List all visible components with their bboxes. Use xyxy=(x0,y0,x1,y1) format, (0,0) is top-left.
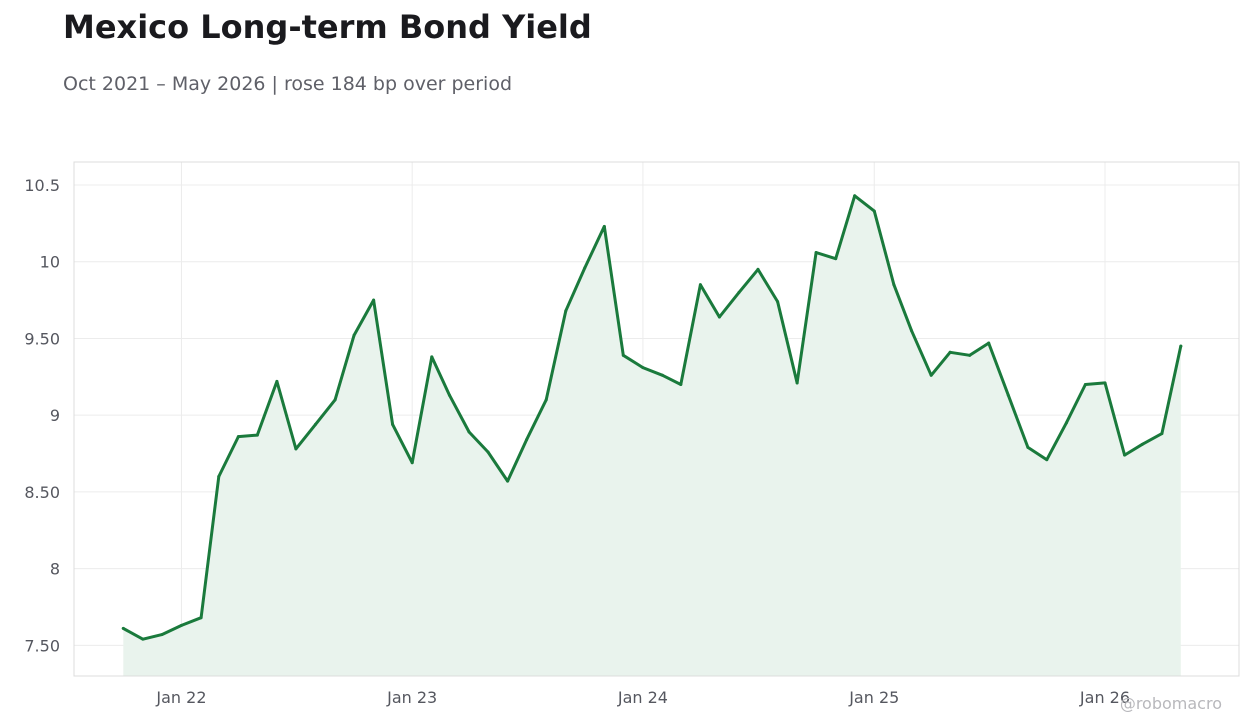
data-point xyxy=(621,353,625,357)
data-point xyxy=(776,300,780,304)
data-point xyxy=(564,309,568,313)
data-point xyxy=(179,623,183,627)
data-point xyxy=(544,398,548,402)
y-tick-label: 10.5 xyxy=(24,176,60,195)
data-point xyxy=(236,435,240,439)
x-tick-label: Jan 26 xyxy=(1079,688,1130,707)
data-point xyxy=(372,298,376,302)
data-point xyxy=(795,381,799,385)
data-point xyxy=(467,430,471,434)
data-point xyxy=(313,422,317,426)
data-point xyxy=(834,257,838,261)
data-point xyxy=(929,373,933,377)
data-point xyxy=(352,333,356,337)
data-point xyxy=(486,450,490,454)
series-line xyxy=(121,194,1183,641)
watermark: @robomacro xyxy=(1119,694,1222,713)
data-point xyxy=(1026,445,1030,449)
x-tick-label: Jan 24 xyxy=(617,688,668,707)
y-tick-label: 9.50 xyxy=(24,329,60,348)
data-point xyxy=(717,315,721,319)
data-point xyxy=(679,382,683,386)
data-point xyxy=(814,251,818,255)
chart-title: Mexico Long-term Bond Yield xyxy=(63,8,592,46)
data-point xyxy=(1179,344,1183,348)
data-point xyxy=(987,341,991,345)
data-point xyxy=(121,626,125,630)
data-point xyxy=(391,422,395,426)
data-point xyxy=(410,461,414,465)
data-point xyxy=(430,355,434,359)
plot-frame xyxy=(73,161,1240,677)
data-point xyxy=(199,616,203,620)
data-point xyxy=(737,290,741,294)
y-tick-label: 8 xyxy=(50,560,60,579)
data-point xyxy=(1083,382,1087,386)
data-point xyxy=(583,266,587,270)
data-point xyxy=(661,373,665,377)
x-tick-label: Jan 25 xyxy=(848,688,899,707)
data-point xyxy=(1140,442,1144,446)
x-tick-label: Jan 23 xyxy=(386,688,437,707)
data-point xyxy=(698,283,702,287)
data-point xyxy=(1160,432,1164,436)
chart-subtitle: Oct 2021 – May 2026 | rose 184 bp over p… xyxy=(63,73,513,95)
data-point xyxy=(160,633,164,637)
data-point xyxy=(641,366,645,370)
series-area xyxy=(123,195,1181,677)
data-point xyxy=(506,479,510,483)
x-tick-label: Jan 22 xyxy=(155,688,206,707)
data-point xyxy=(1064,421,1068,425)
data-point xyxy=(1123,453,1127,457)
data-point xyxy=(1103,381,1107,385)
data-point xyxy=(141,637,145,641)
data-point xyxy=(853,194,857,198)
data-point xyxy=(602,224,606,228)
y-tick-label: 8.50 xyxy=(24,483,60,502)
data-point xyxy=(756,267,760,271)
y-tick-label: 7.50 xyxy=(24,636,60,655)
data-point xyxy=(255,433,259,437)
data-point xyxy=(892,283,896,287)
data-point xyxy=(1006,393,1010,397)
data-point xyxy=(872,209,876,213)
data-point xyxy=(1045,458,1049,462)
y-tick-label: 9 xyxy=(50,406,60,425)
data-point xyxy=(525,438,529,442)
data-point xyxy=(910,329,914,333)
data-point xyxy=(948,350,952,354)
data-point xyxy=(275,379,279,383)
y-tick-label: 10 xyxy=(40,253,60,272)
data-point xyxy=(294,447,298,451)
data-point xyxy=(217,475,221,479)
data-point xyxy=(333,398,337,402)
data-point xyxy=(968,353,972,357)
data-point xyxy=(447,393,451,397)
